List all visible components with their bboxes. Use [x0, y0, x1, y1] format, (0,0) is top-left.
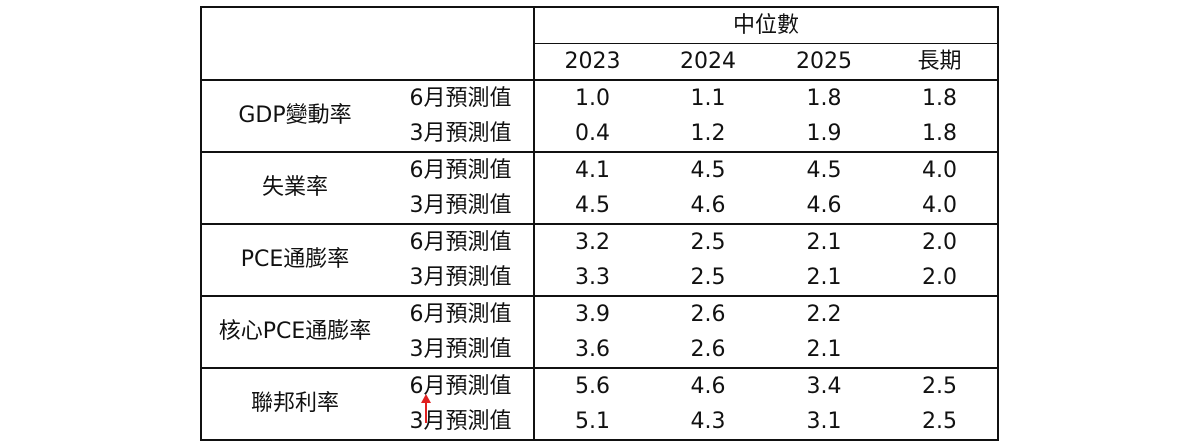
- forecast-label: 6月預測值: [388, 152, 535, 188]
- table-row: 3月預測值 5.1 4.3 3.1 2.5: [201, 404, 998, 440]
- value-cell: 2.1: [766, 260, 882, 297]
- value-cell: [882, 296, 998, 332]
- metric-label-core-pce: 核心PCE通膨率: [201, 296, 388, 369]
- value-cell: 1.1: [690, 85, 726, 111]
- value-cell: 2.5: [690, 229, 726, 255]
- value-cell: 3.4: [806, 373, 842, 399]
- value-cell: 4.5: [690, 157, 726, 183]
- table-row: 3月預測值 3.6 2.6 2.1: [201, 332, 999, 369]
- forecast-label: 6月預測值: [388, 296, 535, 332]
- value-cell: 2.1: [766, 332, 882, 369]
- value-cell: 4.6: [690, 373, 726, 399]
- year-header-long-term: 長期: [882, 43, 999, 81]
- forecast-label: 6月預測值: [388, 80, 535, 116]
- metric-label-gdp: GDP變動率: [201, 80, 388, 153]
- year-header-2024: 2024: [650, 43, 766, 81]
- forecast-label: 3月預測值: [388, 188, 535, 225]
- forecast-label: 6月預測值: [388, 224, 535, 260]
- value-cell: 4.3: [690, 408, 726, 434]
- metric-label-fed-funds: 聯邦利率: [250, 391, 339, 416]
- header-row-years: 2023 2024 2025 長期: [201, 43, 999, 81]
- median-header: 中位數: [534, 7, 999, 44]
- table-row: 失業率 6月預測值 4.1 4.5 4.5 4.0: [201, 152, 998, 225]
- forecast-label: 3月預測值: [388, 332, 535, 369]
- forecast-label: 3月預測值: [388, 260, 535, 297]
- value-cell: 2.2: [806, 301, 842, 327]
- value-cell: 0.4: [534, 116, 650, 153]
- value-cell: 1.0: [575, 85, 610, 111]
- value-cell: 2.5: [922, 408, 957, 434]
- table-row: 聯邦利率 6月預測值 5.6 4.6 3.4 2.5: [201, 368, 998, 416]
- year-header-2023: 2023: [534, 43, 650, 81]
- value-cell: 5.6: [575, 373, 610, 399]
- metric-label-unemployment: 失業率: [201, 152, 388, 225]
- header-blank-cell: [201, 7, 535, 81]
- forecast-label: 3月預測值: [388, 116, 535, 153]
- year-header-2025: 2025: [766, 43, 882, 81]
- header-row-median: 中位數: [201, 7, 999, 81]
- value-cell: 3.9: [575, 301, 610, 327]
- value-cell: 1.2: [650, 116, 766, 153]
- value-cell: 4.5: [534, 188, 650, 225]
- value-cell: 2.1: [806, 229, 842, 255]
- metric-label-pce: PCE通膨率: [201, 224, 388, 297]
- value-cell: 3.1: [806, 408, 842, 434]
- table-row: 3月預測值 0.4 1.2 1.9 1.8: [201, 116, 999, 153]
- value-cell: [882, 332, 999, 369]
- table-row: 3月預測值 3.3 2.5 2.1 2.0: [201, 260, 999, 297]
- value-cell: 2.0: [882, 260, 999, 297]
- table-row: PCE通膨率 6月預測值 3.2 2.5 2.1 2.0: [201, 224, 998, 297]
- value-cell: 1.8: [922, 85, 957, 111]
- value-cell: 2.5: [650, 260, 766, 297]
- table-row: 核心PCE通膨率 6月預測值 3.9 2.6 2.2: [201, 296, 998, 369]
- value-cell: 4.6: [650, 188, 766, 225]
- value-cell: 2.5: [922, 373, 957, 399]
- value-cell: 4.5: [806, 157, 842, 183]
- value-cell: 4.6: [766, 188, 882, 225]
- value-cell: 2.0: [922, 229, 957, 255]
- table-row: 3月預測值 4.5 4.6 4.6 4.0: [201, 188, 999, 225]
- fed-projection-table: 中位數 2023 2024 2025 長期 GDP變動率 6月預測值 1.0 1…: [200, 6, 1000, 441]
- value-cell: 4.0: [882, 188, 999, 225]
- value-cell: 1.9: [766, 116, 882, 153]
- value-cell: 3.2: [575, 229, 610, 255]
- value-cell: 3.3: [534, 260, 650, 297]
- forecast-label: 6月預測值: [388, 368, 535, 404]
- value-cell: 4.0: [922, 157, 957, 183]
- value-cell: 4.1: [575, 157, 610, 183]
- up-arrow-icon: [421, 394, 431, 423]
- value-cell: 1.8: [806, 85, 842, 111]
- forecast-label: 3月預測值: [388, 404, 535, 440]
- value-cell: 1.8: [882, 116, 999, 153]
- value-cell: 3.6: [534, 332, 650, 369]
- table-row: GDP變動率 6月預測值 1.0 1.1 1.8 1.8: [201, 80, 998, 153]
- value-cell: 2.6: [650, 332, 766, 369]
- value-cell: 2.6: [690, 301, 726, 327]
- value-cell: 5.1: [575, 408, 610, 434]
